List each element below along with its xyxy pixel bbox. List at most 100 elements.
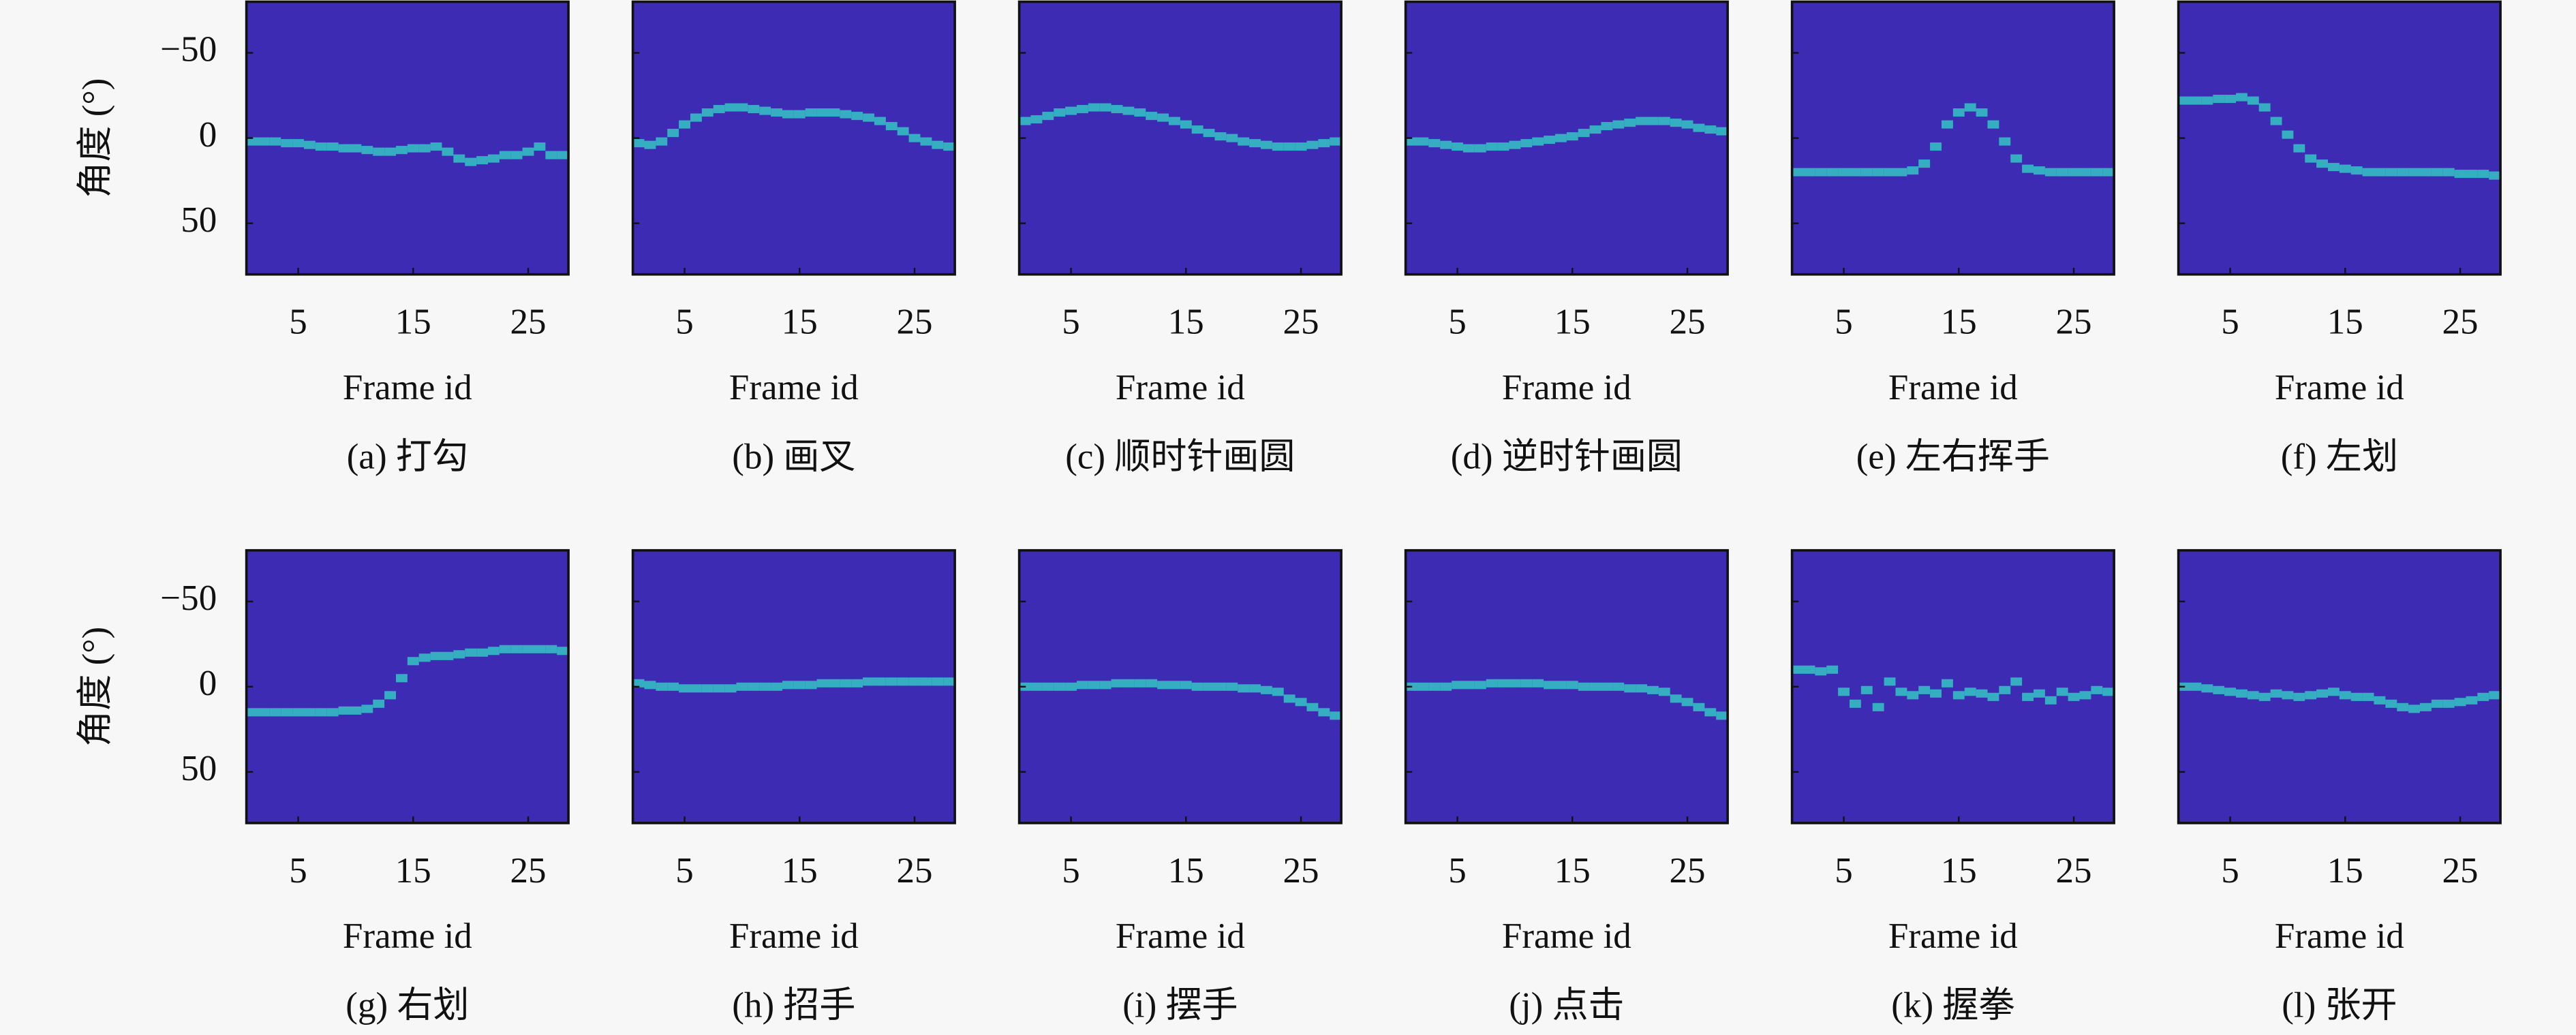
x-tick-label: 15 <box>1168 303 1204 342</box>
heat-cell <box>828 108 840 117</box>
heat-cell <box>1918 685 1931 694</box>
heat-cell <box>736 682 748 691</box>
heat-cell <box>1249 139 1261 148</box>
heat-cell <box>1999 137 2011 146</box>
heat-cell <box>2489 691 2501 700</box>
heat-cell <box>258 708 270 717</box>
heat-cell <box>2213 95 2225 104</box>
x-tick-label: 5 <box>2221 851 2239 891</box>
heat-cell <box>724 684 737 693</box>
y-tick-label: 50 <box>181 749 217 788</box>
heat-cell <box>748 682 760 691</box>
panel-caption: (f) 左划 <box>2281 437 2398 476</box>
heat-cell <box>1532 137 1544 146</box>
heat-cell <box>2056 168 2068 176</box>
heat-cell <box>1318 139 1330 148</box>
heat-cell <box>885 122 898 131</box>
heat-cell <box>863 677 874 686</box>
heat-cell <box>1111 679 1123 688</box>
heat-cell <box>1884 168 1896 176</box>
heat-cell <box>1670 694 1682 703</box>
x-tick-label: 25 <box>510 851 547 891</box>
heat-cell <box>1497 679 1509 688</box>
heat-cell <box>1636 684 1647 693</box>
heat-cell <box>338 144 350 153</box>
heat-cell <box>2282 130 2294 139</box>
x-tick-label: 25 <box>2056 851 2092 891</box>
heat-cell <box>771 682 782 691</box>
heat-cell <box>2305 691 2317 700</box>
heat-cell <box>1964 688 1976 696</box>
heat-cell <box>793 110 806 119</box>
x-axis-label: Frame id <box>1888 916 2018 956</box>
heat-cell <box>510 645 523 653</box>
heat-cell <box>1168 681 1180 690</box>
heat-cell <box>2190 682 2202 691</box>
heat-cell <box>315 708 327 717</box>
heat-cell <box>487 647 500 655</box>
heat-cell <box>1462 144 1475 153</box>
heat-cell <box>2339 691 2351 700</box>
plot-background <box>2178 550 2501 823</box>
heat-cell <box>2282 691 2294 700</box>
x-tick-label: 25 <box>1670 303 1706 342</box>
heat-cell <box>1884 677 1896 686</box>
x-tick-label: 15 <box>395 851 431 891</box>
heat-cell <box>1203 129 1215 138</box>
heat-cell <box>1589 682 1601 691</box>
heat-cell <box>667 682 679 691</box>
heat-cell <box>1428 682 1441 691</box>
heat-cell <box>1180 120 1192 129</box>
heat-cell <box>1042 682 1054 691</box>
heat-cell <box>1452 142 1463 151</box>
panel-caption: (i) 摆手 <box>1122 985 1238 1025</box>
heat-cell <box>1122 679 1135 688</box>
heat-cell <box>1509 140 1521 149</box>
heat-cell <box>1636 117 1647 125</box>
x-tick-label: 15 <box>395 303 431 342</box>
heat-cell <box>1578 129 1590 138</box>
heat-cell <box>1544 136 1555 144</box>
heat-cell <box>1260 140 1272 149</box>
heat-cell <box>350 706 362 715</box>
heat-cell <box>1214 682 1227 691</box>
heat-cell <box>1704 708 1717 717</box>
x-tick-label: 5 <box>1835 303 1853 342</box>
heat-cell <box>1249 684 1261 693</box>
heat-cell <box>1792 168 1804 176</box>
heat-cell <box>2362 168 2374 176</box>
heat-cell <box>644 681 656 690</box>
heat-cell <box>2408 705 2420 713</box>
heat-cell <box>771 108 782 117</box>
heat-cell <box>1907 691 1919 700</box>
x-tick-label: 5 <box>1062 851 1080 891</box>
heat-cell <box>1076 681 1088 690</box>
y-tick-label: −50 <box>160 30 217 69</box>
heat-cell <box>1554 134 1567 142</box>
heat-cell <box>1964 103 1976 112</box>
heat-cell <box>632 679 645 688</box>
heat-cell <box>453 154 465 163</box>
heat-cell <box>1532 679 1544 688</box>
x-tick-label: 25 <box>2442 851 2479 891</box>
panel-caption: (e) 左右挥手 <box>1856 437 2050 476</box>
heat-cell <box>373 699 385 708</box>
y-tick-label: 50 <box>181 200 217 240</box>
heat-cell <box>2224 95 2236 104</box>
heat-cell <box>2022 692 2034 701</box>
heat-cell <box>1474 681 1486 690</box>
heat-cell <box>713 684 725 693</box>
heat-cell <box>1019 117 1031 125</box>
x-tick-label: 5 <box>2221 303 2239 342</box>
heat-cell <box>510 151 523 159</box>
heat-cell <box>1191 682 1203 691</box>
heat-cell <box>736 103 748 112</box>
x-tick-label: 15 <box>782 851 818 891</box>
heat-cell <box>1716 711 1728 720</box>
heat-cell <box>1681 698 1693 707</box>
heat-cell <box>1030 682 1043 691</box>
heat-cell <box>1076 105 1088 114</box>
heat-cell <box>1976 689 1988 698</box>
x-axis-label: Frame id <box>1116 916 1245 956</box>
heat-cell <box>2374 696 2386 705</box>
